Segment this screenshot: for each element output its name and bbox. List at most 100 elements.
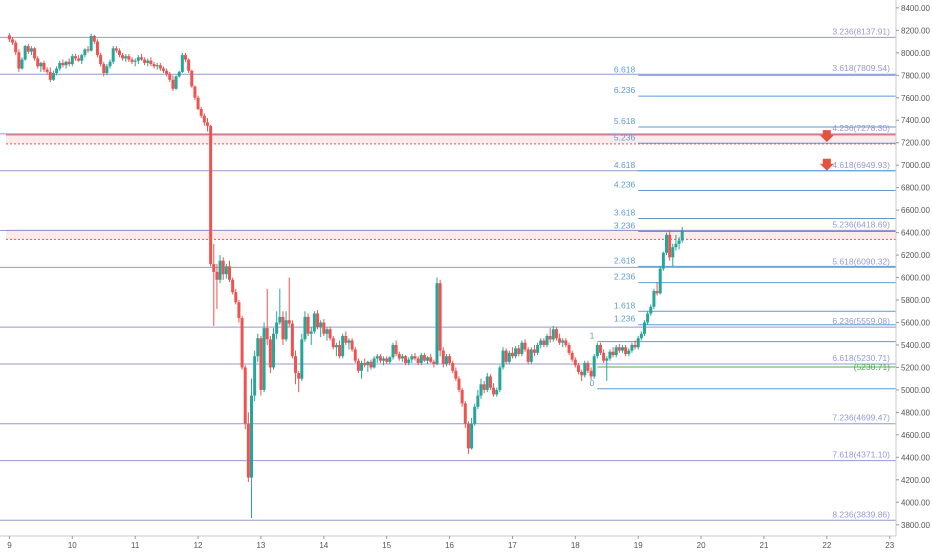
candle-body <box>130 59 134 62</box>
candle-body <box>664 234 668 253</box>
candle-body <box>479 384 483 396</box>
candle-body <box>139 57 143 60</box>
candle-body <box>205 122 209 126</box>
candle-body <box>42 62 46 70</box>
candle-body <box>127 56 131 60</box>
candle-body <box>602 352 606 361</box>
candle-body <box>180 55 184 72</box>
candle-body <box>639 333 643 339</box>
candle-body <box>422 355 426 361</box>
candle-body <box>174 76 178 89</box>
candle-body <box>658 268 662 294</box>
candle-body <box>294 356 298 374</box>
candle-body <box>589 370 593 377</box>
candle-body <box>7 35 11 40</box>
candle-body <box>674 243 678 248</box>
candle-body <box>155 65 159 67</box>
candle-body <box>51 73 55 80</box>
candle-body <box>20 59 24 69</box>
candle-body <box>350 340 354 350</box>
candle-body <box>498 367 502 390</box>
candle-body <box>517 348 521 354</box>
y-tick-label: 6800.00 <box>901 184 930 193</box>
candle-body <box>312 313 316 332</box>
candle-body <box>504 350 508 362</box>
x-tick-label: 21 <box>760 541 769 550</box>
candle-body <box>250 395 254 478</box>
candle-body <box>262 328 266 390</box>
y-tick-label: 7400.00 <box>901 116 930 125</box>
candle-body <box>36 58 40 67</box>
candle-body <box>510 352 514 357</box>
candle-body <box>218 260 222 280</box>
candle-body <box>341 335 345 357</box>
candle-body <box>193 86 197 98</box>
x-tick-label: 19 <box>634 541 643 550</box>
candle-body <box>482 384 486 390</box>
fib-label: 6.236(5559.08) <box>832 316 890 326</box>
candle-body <box>404 356 408 363</box>
candle-body <box>360 362 364 371</box>
y-tick-label: 7800.00 <box>901 71 930 80</box>
candle-body <box>161 68 165 71</box>
candle-body <box>86 49 90 51</box>
fib-sub-label: 5.618 <box>614 116 636 126</box>
fib-sub-label: 3.236 <box>614 220 636 230</box>
candle-body <box>215 271 219 280</box>
candle-body <box>29 48 33 52</box>
candle-body <box>646 313 650 323</box>
candle-body <box>375 356 379 359</box>
x-tick-label: 22 <box>822 541 831 550</box>
candle-body <box>108 61 112 67</box>
candle-body <box>611 351 615 356</box>
candle-body <box>83 49 87 56</box>
candle-body <box>325 329 329 334</box>
candle-body <box>476 395 480 407</box>
candle-body <box>677 240 681 244</box>
candle-body <box>61 62 65 66</box>
fib-label: 4.618(6949.93) <box>832 160 890 170</box>
y-tick-label: 6200.00 <box>901 251 930 260</box>
candle-body <box>168 74 172 80</box>
candle-body <box>246 423 250 478</box>
fib-sub-label: 5.236 <box>614 132 636 142</box>
y-tick-label: 5600.00 <box>901 318 930 327</box>
candle-body <box>39 62 43 67</box>
candle-body <box>586 362 590 371</box>
y-tick-label: 5400.00 <box>901 341 930 350</box>
y-tick-label: 4200.00 <box>901 476 930 485</box>
candle-body <box>627 350 631 354</box>
candle-body <box>545 335 549 345</box>
candle-body <box>539 340 543 345</box>
fib-sub-label: 3.618 <box>614 208 636 218</box>
candle-body <box>23 46 27 60</box>
candle-body <box>259 338 263 390</box>
fib-labels: 3.236(8137.91) 3.618(7809.54) 4.236(7278.3… <box>590 26 891 519</box>
candle-body <box>77 58 81 61</box>
candle-body <box>48 71 52 80</box>
candle-body <box>149 60 153 65</box>
candle-body <box>284 320 288 340</box>
candle-body <box>624 347 628 354</box>
candle-body <box>55 68 59 74</box>
candle-body <box>124 56 128 59</box>
candle-body <box>14 42 18 53</box>
fib-label: 6.618(5230.71) <box>832 353 890 363</box>
y-tick-label: 3800.00 <box>901 521 930 530</box>
candle-body <box>89 35 93 51</box>
candle-body <box>416 358 420 363</box>
candle-body <box>441 350 445 365</box>
candle-body <box>73 56 77 59</box>
candle-body <box>548 335 552 340</box>
candle-body <box>133 60 137 62</box>
candle-body <box>11 39 15 43</box>
candle-body <box>80 55 84 61</box>
candle-body <box>507 352 511 362</box>
candle-body <box>448 356 452 363</box>
candle-body <box>385 358 389 362</box>
candle-body <box>272 333 276 368</box>
candle-body <box>237 302 241 319</box>
candle-body <box>400 356 404 359</box>
